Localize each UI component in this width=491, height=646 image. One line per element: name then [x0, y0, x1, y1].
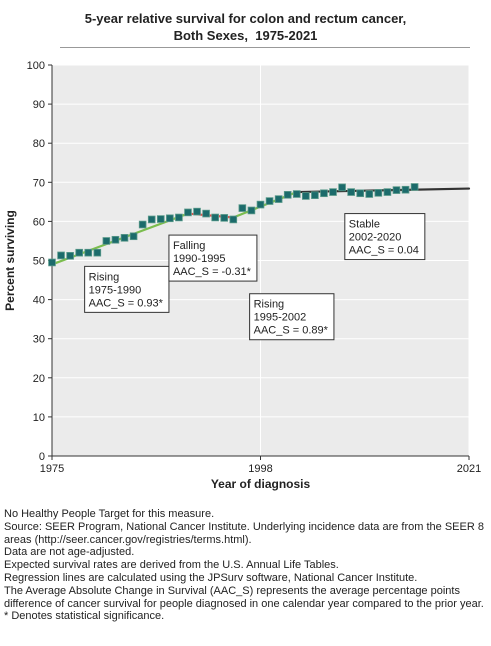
data-point — [238, 204, 247, 212]
y-tick-label: 90 — [33, 99, 45, 111]
annotation-text: Rising — [89, 271, 120, 283]
data-point — [283, 191, 292, 199]
data-point — [338, 183, 346, 192]
annotation-text: 1975-1990 — [89, 284, 142, 296]
data-point — [75, 248, 83, 257]
data-point — [383, 188, 392, 196]
data-point — [66, 252, 74, 260]
observed-markers — [48, 183, 419, 267]
annotation-text: 1990-1995 — [173, 253, 226, 265]
data-point — [211, 213, 219, 222]
data-point — [410, 183, 419, 191]
data-point — [401, 185, 410, 194]
data-point — [156, 215, 165, 223]
data-point — [329, 188, 337, 196]
annotation-frame — [168, 234, 258, 282]
note-line: * Denotes statistical significance. — [4, 610, 165, 623]
data-point — [57, 251, 65, 260]
data-point — [166, 214, 174, 223]
data-point — [302, 192, 310, 200]
data-point — [102, 237, 111, 245]
note-line: No Healthy People Target for this measur… — [4, 508, 215, 520]
data-point — [365, 190, 374, 198]
data-point — [111, 235, 120, 244]
note-line: Source: SEER Program, National Cancer In… — [4, 520, 484, 546]
chart-title-line-2: Both Sexes, 1975-2021 — [173, 28, 318, 43]
y-tick-label: 70 — [33, 177, 45, 189]
data-point — [147, 215, 156, 224]
chart-title-line-1: 5-year relative survival for colon and r… — [84, 11, 407, 26]
y-tick-label: 0 — [39, 451, 45, 463]
data-point — [229, 215, 238, 224]
annotation-text: Rising — [254, 299, 285, 311]
data-point — [274, 195, 283, 203]
data-point — [93, 248, 102, 257]
y-tick-label: 80 — [33, 138, 45, 150]
data-point — [129, 232, 138, 241]
x-tick-label: 2021 — [457, 463, 481, 475]
annotation-text: AAC_S = 0.89* — [254, 325, 329, 337]
annotation-frame — [249, 293, 335, 341]
data-point — [256, 200, 265, 209]
data-point — [48, 258, 56, 267]
note-line: Expected survival rates are derived from… — [4, 559, 339, 572]
y-tick-label: 30 — [33, 334, 45, 346]
x-axis-label: Year of diagnosis — [211, 477, 311, 491]
annotation-text: AAC_S = 0.93* — [89, 297, 164, 309]
survival-chart: 0 10 20 30 40 50 60 70 80 90 100 1975 1998 2021 Risin… — [3, 60, 482, 491]
annotation-frame — [344, 213, 426, 261]
data-point — [374, 189, 383, 197]
annotation-text: Stable — [349, 219, 380, 231]
footnotes: No Healthy People Target for this measur… — [4, 508, 489, 623]
x-tick-label: 1975 — [40, 463, 64, 475]
annotation-text: Falling — [173, 240, 205, 252]
data-point — [202, 209, 210, 218]
note-line: The Average Absolute Change in Survival … — [4, 584, 484, 610]
annotation-text: AAC_S = 0.04 — [349, 245, 419, 257]
annotation-text: 1995-2002 — [254, 312, 307, 324]
data-point — [220, 214, 229, 222]
data-point — [120, 234, 129, 242]
y-tick-label: 100 — [27, 60, 45, 72]
data-point — [138, 220, 147, 229]
data-point — [292, 190, 301, 198]
note-line: Data are not age-adjusted. — [4, 546, 135, 559]
data-point — [265, 197, 274, 205]
data-point — [193, 207, 201, 216]
y-tick-label: 10 — [33, 412, 45, 424]
y-axis-label: Percent surviving — [3, 210, 17, 311]
data-point — [311, 191, 319, 200]
data-point — [184, 208, 192, 217]
x-tick-label: 1998 — [248, 463, 272, 475]
data-point — [84, 248, 93, 257]
title-divider — [60, 47, 470, 48]
note-line: Regression lines are calculated using th… — [4, 571, 418, 584]
trend-segment — [50, 212, 190, 266]
data-point — [247, 206, 256, 215]
annotation-text: 2002-2020 — [349, 232, 402, 244]
annotation-text: AAC_S = -0.31* — [173, 266, 252, 278]
y-tick-label: 60 — [33, 216, 45, 228]
data-point — [175, 213, 183, 222]
y-tick-label: 20 — [33, 373, 45, 385]
data-point — [392, 186, 401, 194]
annotation-frame — [84, 265, 170, 313]
data-point — [320, 189, 328, 198]
axes: 0 10 20 30 40 50 60 70 80 90 100 1975 1998 2021 — [27, 60, 482, 475]
y-tick-label: 40 — [33, 295, 45, 307]
y-tick-label: 50 — [33, 256, 45, 268]
data-point — [347, 188, 355, 196]
chart-title: 5-year relative survival for colon and r… — [0, 10, 491, 44]
data-point — [356, 189, 365, 198]
